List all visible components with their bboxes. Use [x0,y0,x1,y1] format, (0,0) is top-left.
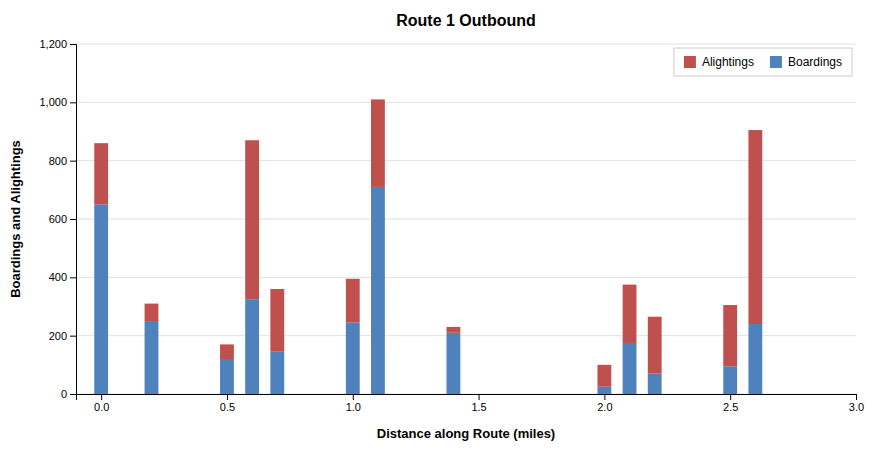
bar-segment [723,305,737,366]
bar-segment [371,99,385,187]
bar-segment [270,289,284,352]
bar-segment [723,366,737,394]
bar-segment [648,374,662,394]
axis-line [70,45,77,395]
tick-mark [70,394,76,395]
tick-mark [856,394,857,400]
bar-segment [597,387,611,394]
tick: 200 [49,330,76,342]
bar-segment [220,344,234,359]
tick-label: 0 [61,388,67,400]
tick: 600 [49,213,76,225]
grid-line [76,44,856,45]
legend-swatch [684,56,696,68]
tick: 0 [61,388,76,400]
bar-segment [623,285,637,343]
bars [94,99,762,394]
tick: 800 [49,155,76,167]
bar-segment [447,327,461,333]
tick-label: 1,000 [39,96,67,108]
tick-mark [101,394,102,400]
axis-line [77,395,857,401]
bar-segment [597,365,611,387]
tick-label: 3.0 [849,401,864,413]
chart-svg: 0.0 0.5 1.0 1.5 2.0 2.5 3.0 0 200 400 600 800 1,000 1… [0,0,880,450]
tick-mark [604,394,605,400]
tick-mark [70,219,76,220]
x-axis-title: Distance along Route (miles) [377,426,555,441]
bar-segment [346,323,360,394]
grid [76,44,856,394]
legend: Alightings Boardings [674,48,852,76]
tick-mark [70,161,76,162]
tick-label: 0.5 [220,401,235,413]
bar-segment [94,143,108,204]
bar-segment [270,352,284,394]
bar-segment [371,187,385,394]
tick: 1.0 [346,394,361,413]
grid-line [76,335,856,336]
tick-label: 400 [49,271,67,283]
tick: 0.5 [220,394,235,413]
tick-label: 2.5 [723,401,738,413]
bar-segment [346,279,360,323]
tick: 1,000 [39,96,76,108]
bar-segment [748,130,762,324]
tick-mark [730,394,731,400]
tick-mark [70,44,76,45]
tick-mark [353,394,354,400]
grid-line [76,160,856,161]
tick-label: 1.0 [346,401,361,413]
tick: 0.0 [94,394,109,413]
tick-label: 200 [49,330,67,342]
bar-segment [447,333,461,394]
chart-container: 0.0 0.5 1.0 1.5 2.0 2.5 3.0 0 200 400 600 800 1,000 1… [0,0,880,450]
tick: 1,200 [39,38,76,50]
bar-segment [145,304,159,322]
bar-segment [94,204,108,394]
tick: 2.0 [597,394,612,413]
tick: 3.0 [849,394,864,413]
bar-segment [748,324,762,394]
tick: 400 [49,271,76,283]
tick-mark [70,102,76,103]
tick-mark [479,394,480,400]
legend-box [674,48,852,76]
legend-label: Boardings [788,55,842,69]
y-axis: 0 200 400 600 800 1,000 1,200 [39,38,76,400]
tick-mark [70,277,76,278]
tick-label: 0.0 [94,401,109,413]
bar-segment [623,343,637,394]
tick-label: 600 [49,213,67,225]
tick-mark [227,394,228,400]
y-axis-title: Boardings and Alightings [8,140,23,298]
tick-label: 800 [49,155,67,167]
grid-line [76,219,856,220]
bar-segment [245,140,259,299]
bar-segment [220,359,234,394]
tick-mark [70,336,76,337]
x-axis: 0.0 0.5 1.0 1.5 2.0 2.5 3.0 [77,394,865,413]
bar-segment [245,299,259,394]
tick-label: 1.5 [471,401,486,413]
bar-segment [648,317,662,374]
tick-label: 2.0 [597,401,612,413]
tick: 1.5 [471,394,486,413]
legend-label: Alightings [702,55,754,69]
legend-swatch [770,56,782,68]
plot: 0.0 0.5 1.0 1.5 2.0 2.5 3.0 0 200 400 600 800 1,000 1… [39,38,864,413]
grid-line [76,102,856,103]
bar-segment [145,321,159,394]
title: Route 1 Outbound [396,12,536,29]
tick: 2.5 [723,394,738,413]
tick-label: 1,200 [39,38,67,50]
grid-line [76,277,856,278]
